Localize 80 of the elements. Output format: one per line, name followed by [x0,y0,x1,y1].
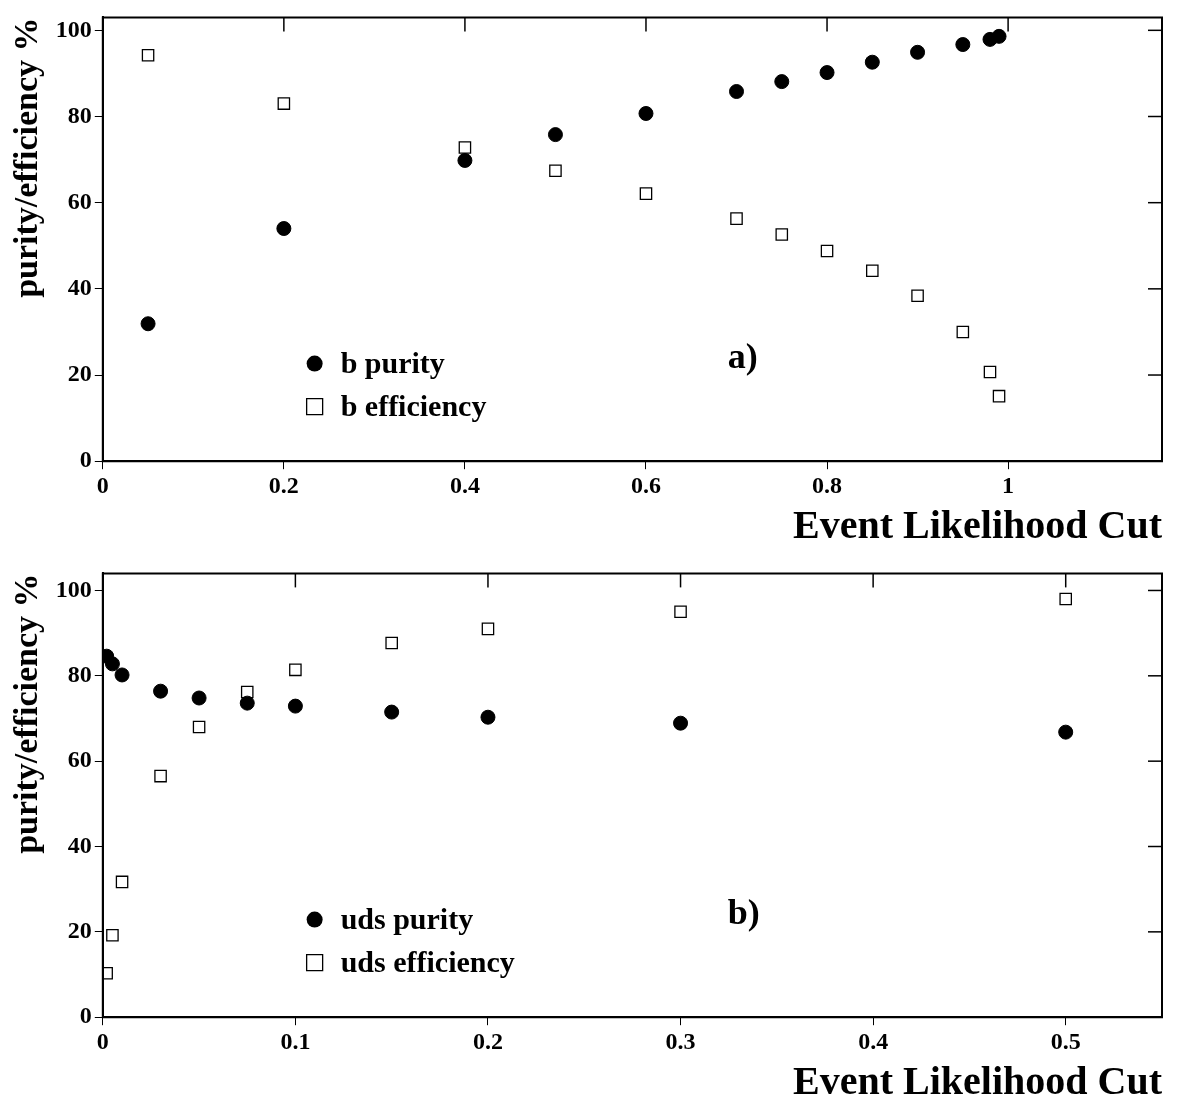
point [819,65,835,81]
x-tick-label: 0.3 [665,1027,696,1054]
x-tick-label: 0.2 [472,1027,503,1054]
x-axis-title: Event Likelihood Cut [793,1058,1163,1104]
point [191,690,207,706]
point [480,709,496,725]
point [276,221,292,237]
point [864,54,880,70]
point [458,141,472,154]
point [141,49,155,62]
annotation: a) [727,336,758,377]
x-tick-label: 0 [96,1027,109,1054]
point [106,928,119,942]
point [673,715,689,731]
y-tick-label: 100 [55,575,92,602]
point [674,605,687,619]
point [102,966,113,980]
point [140,316,156,332]
y-tick-label: 60 [67,746,92,773]
point [481,622,495,636]
x-tick-label: 0.8 [812,471,843,498]
y-tick-label: 80 [67,661,92,688]
point [104,656,120,672]
point [154,769,167,783]
point [240,685,254,699]
x-tick-label: 0.2 [268,471,299,498]
point [638,105,654,121]
x-tick-label: 0.1 [280,1027,311,1054]
x-tick-label: 0.6 [630,471,661,498]
point [277,97,291,110]
legend-label: b efficiency [340,389,487,423]
point [114,667,130,683]
point [910,44,926,60]
point [287,698,303,714]
x-tick-label: 0.4 [858,1027,889,1054]
point [115,875,129,889]
y-tick-label: 20 [67,360,92,387]
point [547,127,563,143]
point [549,164,562,178]
y-axis-title: purity/efficiency % [7,573,45,854]
point [774,74,790,90]
y-tick-label: 80 [67,101,92,128]
point [192,720,206,734]
x-tick-label: 0 [96,471,109,498]
y-axis-title: purity/efficiency % [7,17,45,298]
annotation: b) [727,892,760,933]
point [1059,592,1073,606]
point [239,695,255,711]
point [911,289,924,303]
point [289,663,302,677]
legend-label: b purity [340,346,445,380]
point [956,325,970,339]
point [730,212,743,225]
y-tick-label: 0 [79,1002,92,1029]
x-tick-label: 0.5 [1050,1027,1081,1054]
point [983,365,997,379]
point [992,389,1006,403]
x-tick-label: 1 [1002,471,1015,498]
legend-label: uds purity [340,902,474,936]
point [955,37,971,53]
y-tick-label: 40 [67,831,92,858]
y-tick-label: 100 [55,15,92,42]
y-tick-label: 20 [67,917,92,944]
point [457,152,473,168]
y-tick-label: 0 [79,446,92,473]
point [639,187,653,200]
point [153,683,169,699]
legend-label: uds efficiency [340,945,515,979]
point [866,264,879,278]
point [991,28,1007,44]
point [385,636,398,650]
point [1058,724,1074,740]
y-tick-label: 40 [67,274,92,301]
point [384,704,400,720]
point [729,84,745,100]
x-tick-label: 0.4 [449,471,480,498]
y-tick-label: 60 [67,187,92,214]
point [820,244,834,258]
x-axis-title: Event Likelihood Cut [793,502,1163,548]
point [775,228,789,241]
